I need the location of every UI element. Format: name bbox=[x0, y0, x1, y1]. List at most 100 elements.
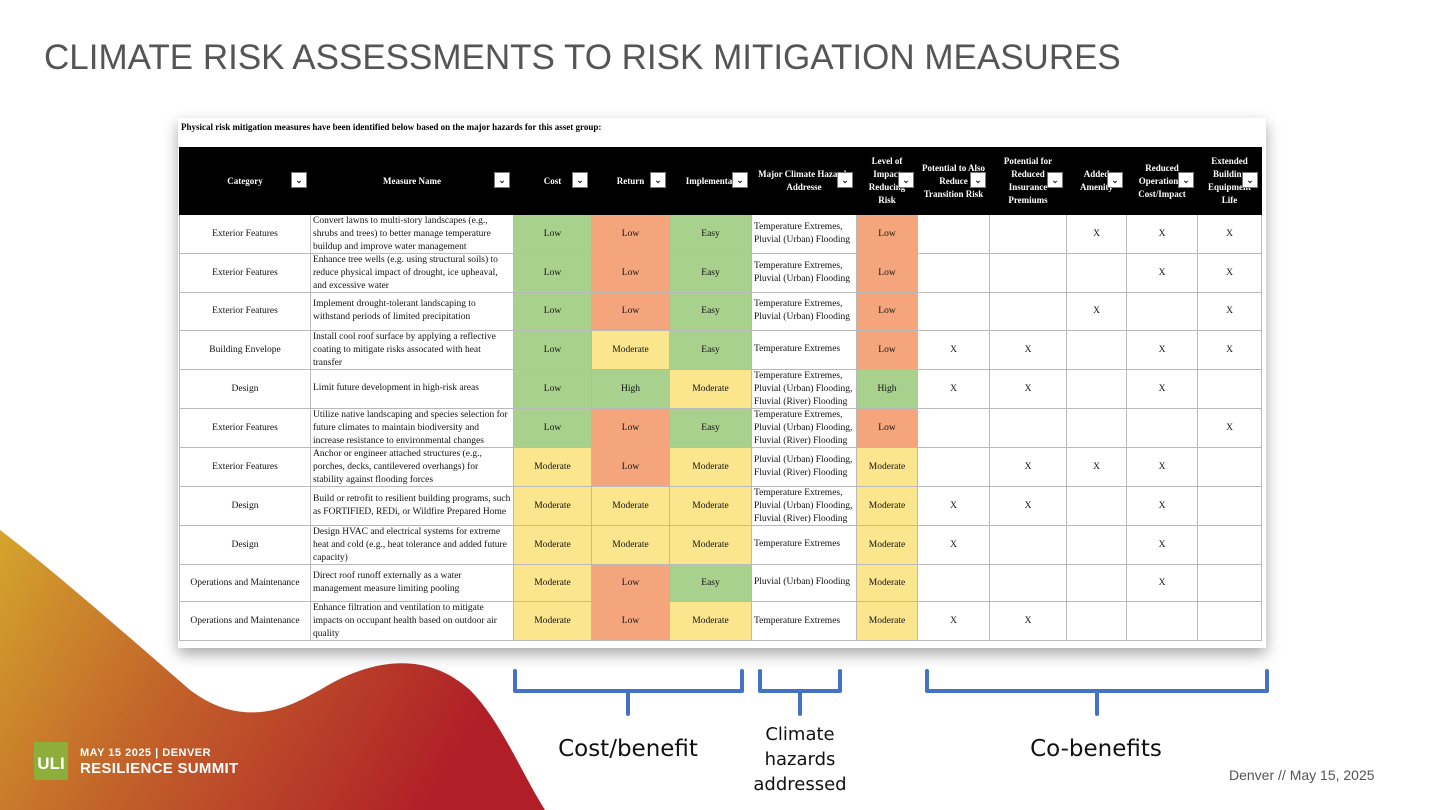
cell-insurance bbox=[989, 524, 1067, 565]
cell-implementation: Moderate bbox=[669, 524, 752, 565]
filter-dropdown-icon[interactable]: ⌄ bbox=[1047, 172, 1063, 188]
cell-life: X bbox=[1197, 253, 1262, 293]
filter-dropdown-icon[interactable]: ⌄ bbox=[1107, 172, 1123, 188]
cell-measure: Enhance tree wells (e.g. using structura… bbox=[310, 253, 514, 293]
filter-dropdown-icon[interactable]: ⌄ bbox=[732, 172, 748, 188]
cell-hazards: Temperature Extremes bbox=[751, 524, 857, 565]
cell-hazards: Temperature Extremes, Pluvial (Urban) Fl… bbox=[751, 368, 857, 409]
cell-cost: Moderate bbox=[513, 601, 592, 641]
cell-insurance bbox=[989, 253, 1067, 293]
cell-return: Moderate bbox=[591, 524, 670, 565]
svg-text:ULI: ULI bbox=[37, 754, 64, 773]
cell-transition bbox=[917, 407, 990, 448]
filter-dropdown-icon[interactable]: ⌄ bbox=[494, 172, 510, 188]
cell-return: Low bbox=[591, 407, 670, 448]
cell-category: Operations and Maintenance bbox=[179, 601, 311, 641]
cell-life bbox=[1197, 524, 1262, 565]
cell-opcost: X bbox=[1126, 214, 1198, 254]
cell-opcost: X bbox=[1126, 485, 1198, 526]
header-hazards: Major Climate Hazards Addresse ⌄ bbox=[751, 147, 857, 215]
filter-dropdown-icon[interactable]: ⌄ bbox=[898, 172, 914, 188]
cell-transition: X bbox=[917, 485, 990, 526]
cell-opcost: X bbox=[1126, 329, 1198, 370]
table-row: Design Build or retrofit to resilient bu… bbox=[179, 485, 1262, 526]
cell-opcost: X bbox=[1126, 446, 1198, 487]
cell-amenity: X bbox=[1066, 292, 1127, 331]
cell-measure: Build or retrofit to resilient building … bbox=[310, 485, 514, 526]
cell-amenity bbox=[1066, 329, 1127, 370]
filter-dropdown-icon[interactable]: ⌄ bbox=[837, 172, 853, 188]
cell-cost: Moderate bbox=[513, 446, 592, 487]
cell-measure: Install cool roof surface by applying a … bbox=[310, 329, 514, 370]
filter-dropdown-icon[interactable]: ⌄ bbox=[572, 172, 588, 188]
cell-insurance bbox=[989, 407, 1067, 448]
cell-cost: Moderate bbox=[513, 563, 592, 602]
cell-impact: High bbox=[856, 368, 918, 409]
cell-impact: Moderate bbox=[856, 485, 918, 526]
co-benefits-label: Co-benefits bbox=[1030, 736, 1162, 762]
filter-dropdown-icon[interactable]: ⌄ bbox=[1178, 172, 1194, 188]
cell-opcost: X bbox=[1126, 368, 1198, 409]
cell-category: Design bbox=[179, 524, 311, 565]
cell-return: Low bbox=[591, 292, 670, 331]
cell-cost: Moderate bbox=[513, 524, 592, 565]
cell-impact: Moderate bbox=[856, 601, 918, 641]
cell-cost: Low bbox=[513, 407, 592, 448]
filter-dropdown-icon[interactable]: ⌄ bbox=[650, 172, 666, 188]
cell-hazards: Pluvial (Urban) Flooding bbox=[751, 563, 857, 602]
slide-title: CLIMATE RISK ASSESSMENTS TO RISK MITIGAT… bbox=[44, 38, 1121, 77]
cell-return: Low bbox=[591, 563, 670, 602]
header-return: Return ⌄ bbox=[591, 147, 670, 215]
cell-insurance: X bbox=[989, 485, 1067, 526]
header-insurance: Potential for Reduced Insurance Premiums… bbox=[989, 147, 1067, 215]
table-row: Operations and Maintenance Direct roof r… bbox=[179, 563, 1262, 602]
cell-impact: Low bbox=[856, 407, 918, 448]
cell-hazards: Temperature Extremes bbox=[751, 601, 857, 641]
table-header-row: Category ⌄ Measure Name ⌄ Cost ⌄ Return ⌄ Im… bbox=[179, 147, 1262, 215]
climate-hazards-bracket bbox=[758, 669, 842, 716]
cell-transition bbox=[917, 253, 990, 293]
header-implementation: Implementat ⌄ bbox=[669, 147, 752, 215]
cell-cost: Low bbox=[513, 329, 592, 370]
cell-cost: Low bbox=[513, 214, 592, 254]
cell-life: X bbox=[1197, 292, 1262, 331]
cell-opcost: X bbox=[1126, 253, 1198, 293]
cell-return: Low bbox=[591, 446, 670, 487]
cell-measure: Anchor or engineer attached structures (… bbox=[310, 446, 514, 487]
cell-measure: Implement drought-tolerant landscaping t… bbox=[310, 292, 514, 331]
cell-cost: Low bbox=[513, 292, 592, 331]
spreadsheet-screenshot: Physical risk mitigation measures have b… bbox=[178, 118, 1266, 648]
table-row: Exterior Features Anchor or engineer att… bbox=[179, 446, 1262, 487]
mitigation-table: Category ⌄ Measure Name ⌄ Cost ⌄ Return ⌄ Im… bbox=[179, 147, 1262, 641]
cell-measure: Enhance filtration and ventilation to mi… bbox=[310, 601, 514, 641]
cell-measure: Direct roof runoff externally as a water… bbox=[310, 563, 514, 602]
cell-implementation: Easy bbox=[669, 214, 752, 254]
header-category: Category ⌄ bbox=[179, 147, 311, 215]
table-row: Exterior Features Enhance tree wells (e.… bbox=[179, 253, 1262, 293]
cell-return: Low bbox=[591, 253, 670, 293]
header-opcost: Reduced Operational Cost/Impact ⌄ bbox=[1126, 147, 1198, 215]
filter-dropdown-icon[interactable]: ⌄ bbox=[970, 172, 986, 188]
cell-insurance: X bbox=[989, 368, 1067, 409]
cell-measure: Convert lawns to multi-story landscapes … bbox=[310, 214, 514, 254]
cell-life bbox=[1197, 485, 1262, 526]
header-measure-name: Measure Name ⌄ bbox=[310, 147, 514, 215]
cell-transition: X bbox=[917, 524, 990, 565]
header-life: Extended Building Equipment Life ⌄ bbox=[1197, 147, 1262, 215]
cell-implementation: Easy bbox=[669, 329, 752, 370]
filter-dropdown-icon[interactable]: ⌄ bbox=[1242, 172, 1258, 188]
cell-category: Exterior Features bbox=[179, 253, 311, 293]
cost-benefit-label: Cost/benefit bbox=[558, 736, 698, 762]
cell-category: Building Envelope bbox=[179, 329, 311, 370]
cell-cost: Low bbox=[513, 253, 592, 293]
event-date-location: MAY 15 2025 | DENVER bbox=[80, 747, 212, 759]
cell-transition bbox=[917, 563, 990, 602]
filter-dropdown-icon[interactable]: ⌄ bbox=[291, 172, 307, 188]
event-name: RESILIENCE SUMMIT bbox=[80, 760, 239, 777]
cell-cost: Moderate bbox=[513, 485, 592, 526]
cell-implementation: Moderate bbox=[669, 485, 752, 526]
cell-measure: Design HVAC and electrical systems for e… bbox=[310, 524, 514, 565]
header-transition: Potential to Also Reduce Transition Risk… bbox=[917, 147, 990, 215]
co-benefits-bracket bbox=[925, 669, 1269, 716]
